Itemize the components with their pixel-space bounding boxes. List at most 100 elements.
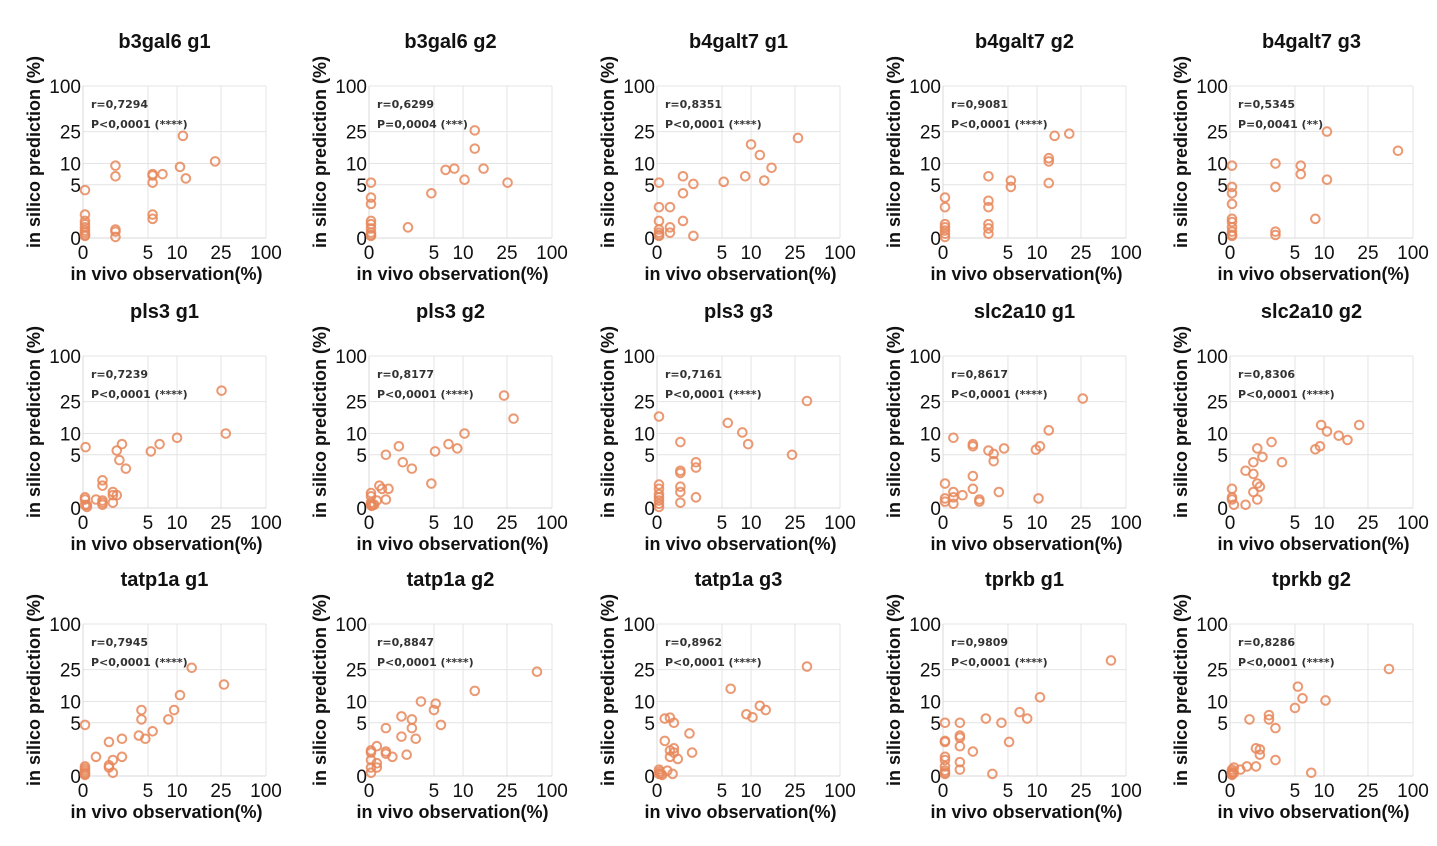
data-point — [180, 173, 192, 184]
data-point — [380, 722, 392, 734]
data-point — [365, 215, 377, 227]
data-point — [677, 188, 689, 199]
data-point — [983, 201, 994, 213]
y-tick-label: 100 — [909, 615, 941, 636]
data-point — [1248, 468, 1259, 480]
data-point — [1310, 213, 1321, 225]
data-point — [1295, 168, 1307, 180]
data-point — [163, 714, 174, 725]
x-tick-label: 5 — [143, 243, 154, 264]
y-tick-label: 100 — [49, 347, 81, 368]
data-point — [426, 478, 437, 489]
scatter-panel: tatp1a g3 0 5 10 25 100 0 5 10 25 100 in vivo obser… — [574, 538, 861, 822]
y-axis-label: in silico prediction (%) — [884, 56, 904, 248]
x-tick-label: 25 — [1357, 243, 1378, 264]
y-tick-label: 25 — [920, 123, 941, 144]
data-point — [110, 231, 121, 243]
correlation-label: r=0,6299 — [377, 98, 434, 111]
data-point — [449, 163, 460, 174]
y-axis-label: in silico prediction (%) — [1171, 594, 1191, 786]
data-point — [498, 390, 510, 401]
data-point — [478, 163, 489, 174]
y-tick-label: 0 — [70, 767, 81, 788]
data-point — [451, 443, 463, 454]
panel-title: pls3 g3 — [704, 301, 773, 323]
data-point — [97, 499, 108, 511]
data-point — [987, 768, 998, 780]
x-tick-label: 100 — [536, 513, 568, 534]
y-tick-label: 25 — [634, 123, 655, 144]
data-point — [154, 438, 165, 450]
scatter-panel: tatp1a g2 0 5 10 25 100 0 5 10 25 100 in vivo obser… — [286, 538, 573, 822]
data-point — [1295, 160, 1307, 171]
data-point — [459, 428, 470, 439]
data-point — [1257, 451, 1268, 463]
data-point — [1321, 426, 1333, 437]
y-tick-label: 25 — [1207, 393, 1228, 414]
x-axis-label: in vivo observation(%) — [356, 802, 548, 822]
y-axis-label: in silico prediction (%) — [598, 326, 618, 518]
x-tick-label: 100 — [1397, 781, 1429, 802]
data-point — [469, 125, 481, 136]
data-point — [737, 427, 748, 438]
p-value-label: P<0,0001 (****) — [951, 388, 1048, 401]
data-point — [1014, 706, 1025, 718]
panel-title: b4galt7 g1 — [689, 31, 788, 53]
x-tick-label: 10 — [1026, 513, 1047, 534]
x-tick-label: 0 — [78, 781, 89, 802]
y-tick-label: 25 — [346, 393, 367, 414]
y-tick-label: 25 — [1207, 123, 1228, 144]
data-point — [110, 226, 121, 237]
x-tick-label: 0 — [652, 781, 663, 802]
data-point — [171, 432, 183, 444]
correlation-label: r=0,8847 — [377, 636, 434, 649]
panel-title: tprkb g1 — [985, 569, 1064, 591]
x-tick-label: 0 — [1225, 781, 1236, 802]
data-point — [429, 446, 441, 457]
panel-title: tatp1a g1 — [121, 569, 209, 591]
data-point — [1321, 126, 1333, 137]
y-tick-label: 100 — [909, 77, 941, 98]
data-point — [365, 229, 377, 241]
data-point — [97, 475, 108, 486]
panel-title: tprkb g2 — [1272, 569, 1351, 591]
data-point — [387, 751, 398, 763]
x-tick-label: 10 — [166, 243, 187, 264]
data-point — [675, 467, 686, 479]
y-tick-label: 25 — [1207, 661, 1228, 682]
data-point — [107, 754, 119, 766]
data-point — [722, 417, 734, 429]
scatter-panel: b3gal6 g1 0 5 10 25 100 0 5 10 25 100 in vivo obser… — [0, 0, 287, 284]
data-point — [983, 170, 994, 182]
y-tick-label: 0 — [1217, 229, 1228, 250]
correlation-label: r=0,7294 — [91, 98, 148, 111]
x-tick-label: 10 — [740, 513, 761, 534]
data-point — [107, 489, 119, 501]
data-point — [1270, 722, 1281, 734]
y-tick-label: 0 — [930, 767, 941, 788]
correlation-label: r=0,7239 — [91, 368, 148, 381]
y-tick-label: 0 — [1217, 499, 1228, 520]
x-tick-label: 5 — [1003, 243, 1014, 264]
data-point — [747, 711, 758, 723]
data-point — [531, 666, 543, 678]
data-point — [653, 224, 665, 235]
p-value-label: P<0,0001 (****) — [665, 656, 762, 669]
data-point — [383, 483, 394, 495]
data-point — [1248, 456, 1259, 468]
p-value-label: P<0,0001 (****) — [91, 118, 188, 131]
data-point — [1314, 440, 1326, 452]
data-point — [739, 170, 751, 182]
panel-title: tatp1a g2 — [407, 569, 495, 591]
data-point — [216, 385, 227, 396]
data-point — [1063, 128, 1075, 140]
y-tick-label: 10 — [346, 425, 367, 446]
x-tick-label: 10 — [740, 781, 761, 802]
data-point — [1383, 663, 1395, 675]
x-tick-label: 100 — [1397, 243, 1429, 264]
x-tick-label: 5 — [143, 781, 154, 802]
